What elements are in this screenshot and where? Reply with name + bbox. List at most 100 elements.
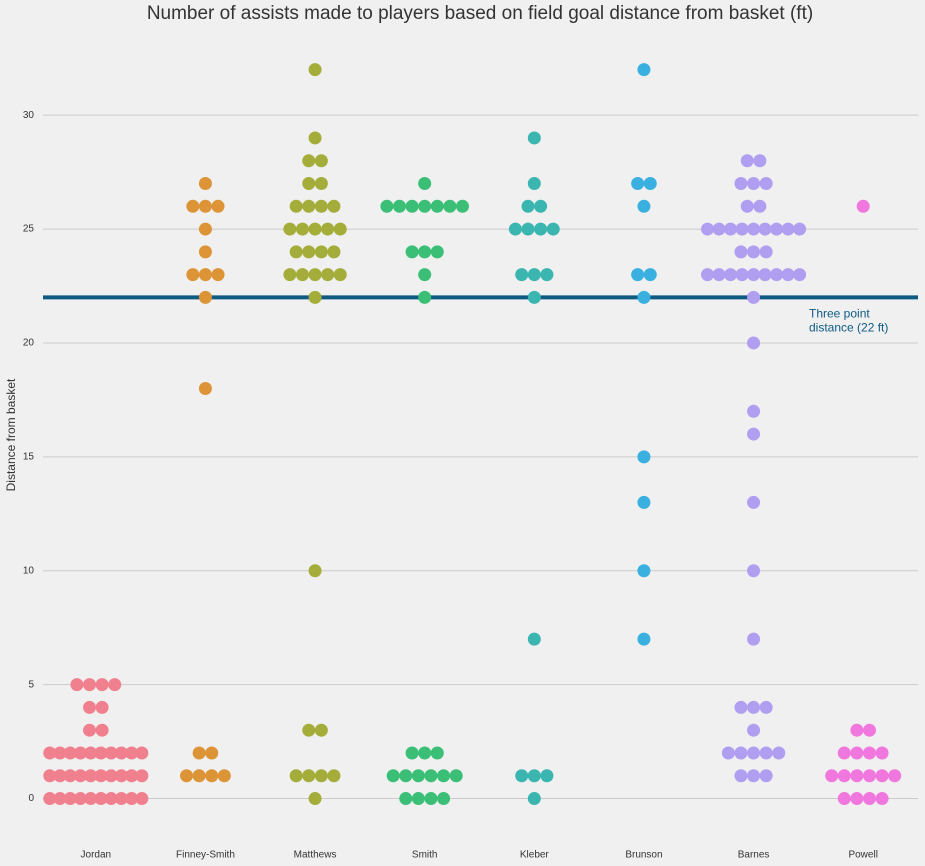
swarm-point [327,769,341,783]
swarm-point [114,769,128,783]
swarm-point [83,678,97,692]
swarm-point [308,63,322,77]
swarm-point [418,746,432,760]
swarm-point [449,769,463,783]
swarm-point [862,769,876,783]
swarm-point [198,290,212,304]
swarm-point [534,222,548,236]
swarm-point [637,450,651,464]
swarm-point [527,792,541,806]
swarm-point [63,792,77,806]
swarm-point [302,245,316,259]
swarm-point [747,700,761,714]
swarm-point [770,222,784,236]
swarm-point [94,746,108,760]
swarm-point [104,792,118,806]
swarm-point [135,769,149,783]
swarm-point [198,245,212,259]
swarm-point [327,245,341,259]
swarm-point [643,177,657,191]
swarm-point [862,746,876,760]
swarm-point [43,769,57,783]
swarm-point [850,746,864,760]
swarm-point [125,746,139,760]
annotation: Three point [809,307,870,321]
swarm-point [94,769,108,783]
swarm-point [205,769,219,783]
swarm-point [333,222,347,236]
swarm-point [747,564,761,578]
swarm-point [405,746,419,760]
swarm-point [734,700,748,714]
annotation: distance (22 ft) [809,321,888,335]
swarm-point [747,177,761,191]
swarm-point [314,199,328,213]
swarm-point [546,222,560,236]
swarm-point [759,746,773,760]
y-tick-label: 15 [23,452,35,463]
y-tick-label: 20 [23,338,35,349]
swarm-point [302,723,316,737]
swarm-point [521,199,535,213]
swarm-point [53,792,67,806]
swarm-point [84,746,98,760]
swarm-point [125,769,139,783]
y-axis-label: Distance from basket [4,378,18,491]
swarm-point [302,769,316,783]
swarm-point [643,268,657,282]
swarm-point [875,746,889,760]
swarm-point [399,792,413,806]
swarm-point [875,792,889,806]
swarm-point [793,222,807,236]
swarm-point [283,222,297,236]
swarm-point [527,268,541,282]
swarm-point [637,564,651,578]
swarm-point [747,746,761,760]
swarm-point [114,746,128,760]
swarm-point [308,268,322,282]
x-tick-label: Kleber [520,850,550,861]
swarm-point [735,268,749,282]
swarm-point [637,495,651,509]
swarm-point [94,792,108,806]
swarm-point [515,769,529,783]
swarm-point [793,268,807,282]
swarm-point [125,792,139,806]
swarm-point [302,177,316,191]
swarm-point [314,769,328,783]
swarm-point [712,222,726,236]
swarm-point [418,177,432,191]
swarm-point [43,792,57,806]
swarm-point [701,222,715,236]
swarm-point [43,746,57,760]
swarm-point [712,268,726,282]
swarm-point [192,769,206,783]
swarm-point [430,746,444,760]
swarm-point [70,678,84,692]
swarm-point [825,769,839,783]
swarm-point [135,746,149,760]
swarm-point [631,177,645,191]
swarm-point [437,792,451,806]
swarm-point [53,769,67,783]
swarm-point [747,336,761,350]
swarm-point [321,268,335,282]
swarm-point [747,245,761,259]
swarm-point [392,199,406,213]
swarm-point [781,222,795,236]
swarm-point [63,746,77,760]
swarm-point [289,199,303,213]
swarm-point [759,700,773,714]
swarm-point [527,290,541,304]
swarm-point [84,769,98,783]
swarm-point [198,177,212,191]
swarm-point [211,199,225,213]
swarm-point [747,222,761,236]
swarm-point [104,746,118,760]
swarm-point [192,746,206,760]
swarm-point [424,792,438,806]
swarm-point [84,792,98,806]
swarm-point [135,792,149,806]
swarm-point [114,792,128,806]
